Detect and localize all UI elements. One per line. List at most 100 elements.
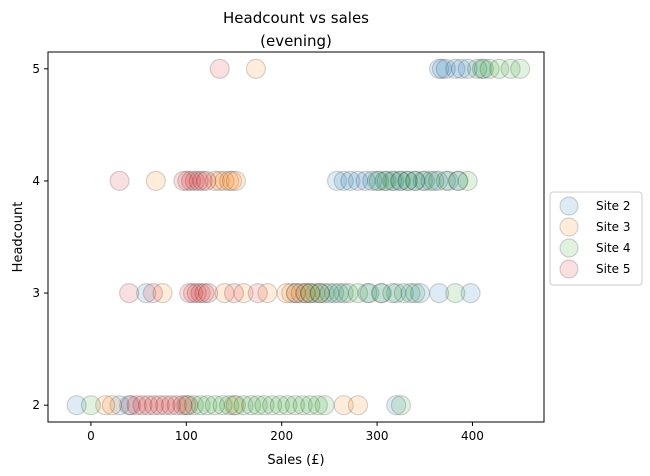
x-tick-label: 300 <box>366 429 389 443</box>
data-point <box>179 283 200 304</box>
data-point <box>362 170 383 191</box>
legend-box <box>549 191 643 286</box>
data-point <box>155 395 176 416</box>
data-points <box>66 58 531 416</box>
data-point <box>489 58 510 79</box>
legend-label: Site 3 <box>596 220 631 234</box>
data-point <box>338 283 359 304</box>
data-point <box>435 170 456 191</box>
data-point <box>197 395 218 416</box>
data-point <box>166 395 187 416</box>
data-point <box>281 283 302 304</box>
data-point <box>300 395 321 416</box>
data-point <box>371 283 392 304</box>
data-point <box>390 395 411 416</box>
data-point <box>109 170 130 191</box>
chart-title-line-1: Headcount vs sales <box>223 9 369 27</box>
data-point <box>448 170 469 191</box>
data-point <box>333 395 354 416</box>
data-point <box>429 283 450 304</box>
data-point <box>390 170 411 191</box>
data-point <box>204 170 225 191</box>
data-point <box>241 395 262 416</box>
data-point <box>389 170 411 191</box>
data-point <box>149 395 170 416</box>
series-2 <box>95 58 369 416</box>
data-point <box>119 395 140 416</box>
data-point <box>295 283 316 304</box>
series-3 <box>80 58 531 416</box>
data-point <box>257 283 278 304</box>
data-point <box>292 395 313 416</box>
data-point <box>132 395 153 416</box>
x-tick-label: 400 <box>461 429 484 443</box>
data-point <box>393 283 414 304</box>
data-point <box>448 170 469 191</box>
data-point <box>222 170 243 191</box>
plot-frame <box>47 51 545 423</box>
data-point <box>445 283 466 304</box>
data-point <box>412 170 433 191</box>
data-point <box>225 395 246 416</box>
data-point <box>262 395 283 416</box>
data-point <box>186 283 207 304</box>
data-point <box>142 283 163 304</box>
legend-marker <box>559 196 579 216</box>
data-point <box>460 283 481 304</box>
data-point <box>333 170 354 191</box>
data-point <box>190 395 211 416</box>
y-axis: 2 3 4 5 <box>32 62 48 412</box>
data-point <box>209 58 230 79</box>
series-1 <box>66 58 493 416</box>
data-point <box>450 58 472 79</box>
data-point <box>233 395 254 416</box>
data-point <box>420 170 441 191</box>
data-point <box>467 58 488 79</box>
data-point <box>374 170 395 191</box>
data-point <box>285 283 307 304</box>
x-axis-label: Sales (£) <box>267 453 324 468</box>
data-point <box>178 395 199 416</box>
data-point <box>285 283 307 304</box>
data-point <box>397 170 418 191</box>
data-point <box>120 395 142 416</box>
y-tick-label: 5 <box>32 62 40 76</box>
data-point <box>347 395 369 416</box>
data-point <box>66 395 87 416</box>
data-point <box>183 395 204 416</box>
data-point <box>300 283 321 304</box>
data-point <box>309 283 330 304</box>
y-tick-label: 4 <box>32 174 40 188</box>
data-point <box>359 283 380 304</box>
data-point <box>198 283 219 304</box>
legend-marker <box>559 259 579 279</box>
data-point <box>438 170 459 191</box>
data-point <box>95 395 116 416</box>
data-point <box>223 395 245 416</box>
legend-label: Site 5 <box>596 262 631 276</box>
data-point <box>181 170 202 191</box>
data-point <box>355 170 376 191</box>
chart-title-line-2: (evening) <box>260 32 332 50</box>
data-point <box>457 58 478 79</box>
data-point <box>319 283 340 304</box>
y-tick-label: 2 <box>32 398 40 412</box>
data-point <box>145 170 166 191</box>
data-point <box>431 58 452 79</box>
legend-label: Site 2 <box>596 199 631 213</box>
data-point <box>214 283 235 304</box>
data-point <box>479 58 500 79</box>
legend-marker <box>559 238 579 258</box>
legend-marker <box>559 217 579 237</box>
data-point <box>247 395 268 416</box>
data-point <box>80 395 102 416</box>
data-point <box>212 395 233 416</box>
data-point <box>370 283 391 304</box>
data-point <box>245 58 266 79</box>
data-point <box>326 170 348 191</box>
data-point <box>405 170 426 191</box>
data-point <box>233 283 254 304</box>
data-point <box>223 283 245 304</box>
data-point <box>182 283 204 304</box>
data-point <box>405 170 426 191</box>
